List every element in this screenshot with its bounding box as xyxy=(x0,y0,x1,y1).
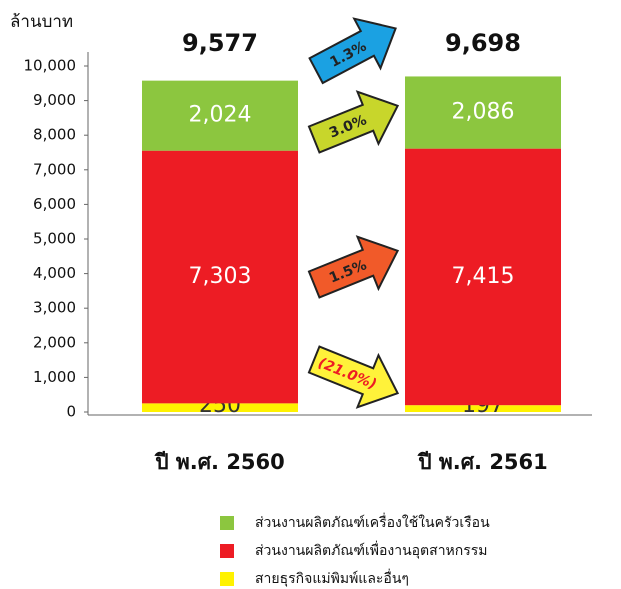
legend-swatch xyxy=(220,572,234,586)
y-tick-label: 7,000 xyxy=(33,160,76,178)
bar-segment xyxy=(405,148,561,406)
arrow-shape xyxy=(307,345,400,409)
change-arrow: (21.0%) xyxy=(307,345,400,409)
x-tick-label: ปี พ.ศ. 2560 xyxy=(154,450,285,474)
arrow-shape xyxy=(307,90,400,154)
bar-segment xyxy=(142,80,298,151)
bar-segment xyxy=(405,405,561,412)
x-tick-label: ปี พ.ศ. 2561 xyxy=(417,450,548,474)
change-arrow: 3.0% xyxy=(307,90,400,154)
legend-swatch xyxy=(220,544,234,558)
change-arrow: 1.3% xyxy=(308,17,397,85)
bar-segment xyxy=(142,403,298,412)
arrow-shape xyxy=(307,235,400,299)
bar-segment xyxy=(142,150,298,404)
arrow-shape xyxy=(308,17,397,85)
data-label: 7,415 xyxy=(452,264,515,289)
y-tick-label: 5,000 xyxy=(33,230,76,248)
data-label: 2,086 xyxy=(452,100,515,125)
y-tick-label: 4,000 xyxy=(33,264,76,282)
legend-swatch xyxy=(220,516,234,530)
total-label: 9,698 xyxy=(445,29,521,57)
y-tick-label: 8,000 xyxy=(33,126,76,144)
legend-label: ส่วนงานผลิตภัณฑ์เพื่องานอุตสาหกรรม xyxy=(255,541,488,559)
data-label: 7,303 xyxy=(189,264,252,289)
legend-label: ส่วนงานผลิตภัณฑ์เครื่องใช้ในครัวเรือน xyxy=(255,513,490,531)
change-arrow: 1.5% xyxy=(307,235,400,299)
y-tick-label: 10,000 xyxy=(24,57,77,75)
y-axis-label: ล้านบาท xyxy=(10,12,73,32)
y-tick-label: 9,000 xyxy=(33,91,76,109)
y-tick-label: 1,000 xyxy=(33,368,76,386)
y-tick-label: 6,000 xyxy=(33,195,76,213)
y-tick-label: 2,000 xyxy=(33,333,76,351)
y-tick-label: 3,000 xyxy=(33,299,76,317)
y-tick-label: 0 xyxy=(66,403,76,421)
bar-segment xyxy=(405,76,561,149)
total-label: 9,577 xyxy=(182,29,258,57)
legend-label: สายธุรกิจแม่พิมพ์และอื่นๆ xyxy=(255,569,409,587)
data-label: 2,024 xyxy=(189,103,252,128)
